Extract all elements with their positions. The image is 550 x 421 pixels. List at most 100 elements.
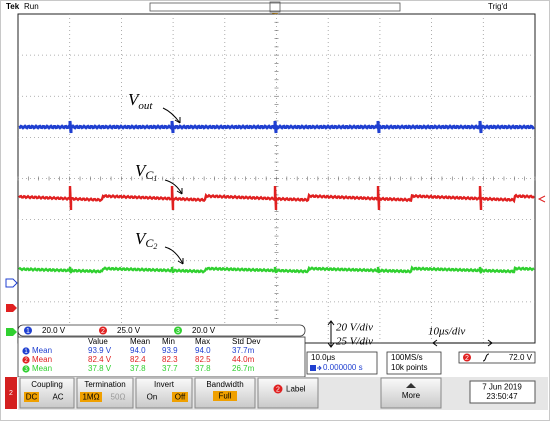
row-label: Mean [32, 355, 52, 364]
trigger-slope [482, 353, 490, 362]
horizontal-scale: 10.0μs [311, 353, 335, 362]
button-title: Coupling [31, 380, 63, 389]
channel-number: 2 [101, 328, 105, 335]
channel-scale: 25.0 V [117, 326, 141, 335]
column-header: Min [162, 337, 175, 346]
sub-subscript: 1 [153, 174, 157, 183]
cell: 93.9 V [88, 346, 112, 355]
trigger-channel-badge [463, 353, 471, 362]
vertical-scale-note: 25 V/div [336, 336, 373, 348]
waveform [18, 185, 535, 211]
row-label: Mean [32, 346, 52, 355]
ch2-marker [6, 304, 17, 312]
cell: 93.9 [162, 346, 178, 355]
channel-scale: 20.0 V [192, 326, 216, 335]
cell: 37.7m [232, 346, 255, 355]
arrow [164, 179, 183, 195]
waveform [18, 120, 535, 134]
cell: 37.8 V [88, 364, 112, 373]
row-badge [22, 356, 30, 364]
column-header: Value [88, 337, 108, 346]
channel-number: 1 [26, 328, 30, 335]
channel-bar [17, 324, 306, 337]
column-header: Mean [130, 337, 150, 346]
cell: 82.3 [162, 355, 178, 364]
label-button[interactable] [257, 377, 319, 409]
option: Off [175, 393, 186, 402]
menu-tab-channel: 2 [9, 390, 13, 397]
acquisition-box [386, 351, 442, 375]
position-arrow [317, 365, 322, 371]
label-channel: 2 [276, 386, 280, 393]
option: 50Ω [111, 393, 126, 402]
cell: 94.0 [195, 346, 211, 355]
cell: 44.0m [232, 355, 255, 364]
waveform [18, 265, 535, 275]
measurement-table: Value Mean Min Max Std Dev 1 Mean 93.9 V 94.0 93.… [22, 337, 260, 373]
position-icon [310, 365, 316, 371]
button-title: Bandwidth [206, 380, 243, 389]
option: 1MΩ [82, 393, 99, 402]
button-title: Label [286, 385, 306, 394]
option: Full [219, 392, 232, 401]
selected-option [80, 392, 102, 402]
vertical-arrow [327, 320, 335, 348]
run-state: Run [24, 2, 39, 11]
channel-number: 3 [176, 328, 180, 335]
arrow [162, 107, 181, 124]
time: 23:50:47 [486, 392, 518, 401]
selected-option [172, 392, 188, 402]
sub-subscript: 2 [153, 242, 157, 251]
cell: 26.7m [232, 364, 255, 373]
channel-markers [5, 195, 546, 336]
symbol: V [135, 161, 148, 180]
option: AC [52, 393, 63, 402]
arrow-head [176, 188, 183, 195]
arrow-head [174, 117, 181, 124]
button-title: More [402, 391, 421, 400]
horizontal-position: 0.000000 s [323, 363, 363, 372]
trigger-level: 72.0 V [509, 353, 533, 362]
row-channel: 2 [24, 358, 28, 364]
channel-scales: 1 20.0 V 2 25.0 V 3 20.0 V [24, 326, 216, 335]
date: 7 Jun 2019 [482, 383, 522, 392]
cell: 82.4 V [88, 355, 112, 364]
brand: Tek [6, 2, 20, 11]
button-title: Termination [84, 380, 125, 389]
vc2-label: VC2 [135, 229, 157, 251]
button-title: Invert [154, 380, 175, 389]
datetime-box [469, 380, 536, 404]
cell: 37.7 [162, 364, 178, 373]
label-channel-badge [273, 384, 283, 394]
ch3-marker [6, 328, 17, 336]
row-label: Mean [32, 364, 52, 373]
option: DC [26, 393, 38, 402]
trigger-channel: 2 [465, 355, 469, 362]
selected-option [24, 392, 39, 402]
horizontal-arrow [432, 339, 493, 347]
option: On [147, 393, 158, 402]
column-header: Max [195, 337, 210, 346]
channel-badge [24, 326, 32, 335]
sample-rate: 100MS/s [391, 353, 423, 362]
traces [18, 120, 535, 275]
cell: 82.4 [130, 355, 146, 364]
horizontal-scale-note: 10μs/div [428, 326, 465, 338]
arrow-head [177, 258, 184, 265]
row-badge [22, 365, 30, 373]
row-badge [22, 347, 30, 355]
vertical-scale-note: 20 V/div [336, 322, 373, 334]
cell: 82.5 [195, 355, 211, 364]
record-window [269, 1, 281, 13]
symbol: V [135, 229, 148, 248]
horizontal-box [306, 351, 378, 375]
channel-badge [174, 326, 182, 335]
cell: 37.8 [130, 364, 146, 373]
trigger-level-marker [537, 195, 546, 203]
subscript: out [138, 100, 153, 112]
row-channel: 1 [24, 349, 28, 355]
channel-badge [99, 326, 107, 335]
trigger-box [458, 351, 536, 364]
column-header: Std Dev [232, 337, 260, 346]
